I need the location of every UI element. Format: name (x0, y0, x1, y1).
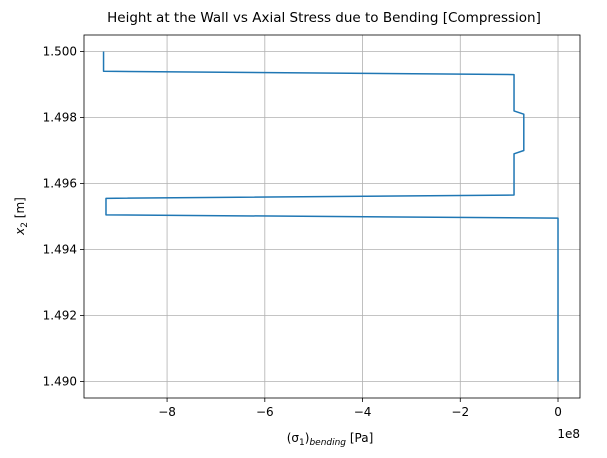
x-tick-label: −8 (158, 405, 176, 419)
y-tick-label: 1.492 (43, 309, 77, 323)
y-axis-label: x2 [m] (13, 197, 30, 236)
y-axis-label-sub: 2 (20, 222, 30, 228)
y-tick-label: 1.494 (43, 243, 77, 257)
x-offset-text: 1e8 (557, 427, 580, 441)
y-tick-label: 1.496 (43, 177, 77, 191)
x-tick-label: 0 (554, 405, 562, 419)
grid-lines (84, 35, 580, 398)
y-tick-label: 1.490 (43, 375, 77, 389)
x-axis-label: (σ1)bending [Pa] (287, 431, 374, 448)
x-axis-label-unit: [Pa] (346, 431, 373, 445)
y-axis-label-var: x (13, 227, 27, 236)
x-tick-label: −4 (354, 405, 372, 419)
y-axis-label-unit: [m] (13, 197, 27, 222)
plot-frame (83, 34, 581, 399)
series-line (102, 51, 559, 382)
x-axis-label-close: ) (305, 431, 310, 445)
series-group (102, 51, 559, 382)
y-tick-label: 1.500 (43, 45, 77, 59)
x-axis-label-sub: bending (309, 438, 346, 448)
axis-ticks: −8 −6 −4 −2 0 1.490 1.492 1.494 1.496 1.498 1.500 (43, 45, 562, 420)
x-axis-label-base: (σ (287, 431, 300, 445)
x-tick-label: −2 (451, 405, 469, 419)
chart-title: Height at the Wall vs Axial Stress due t… (107, 10, 541, 26)
y-tick-label: 1.498 (43, 111, 77, 125)
x-axis-label-base-sub: 1 (299, 438, 305, 448)
x-tick-label: −6 (256, 405, 274, 419)
